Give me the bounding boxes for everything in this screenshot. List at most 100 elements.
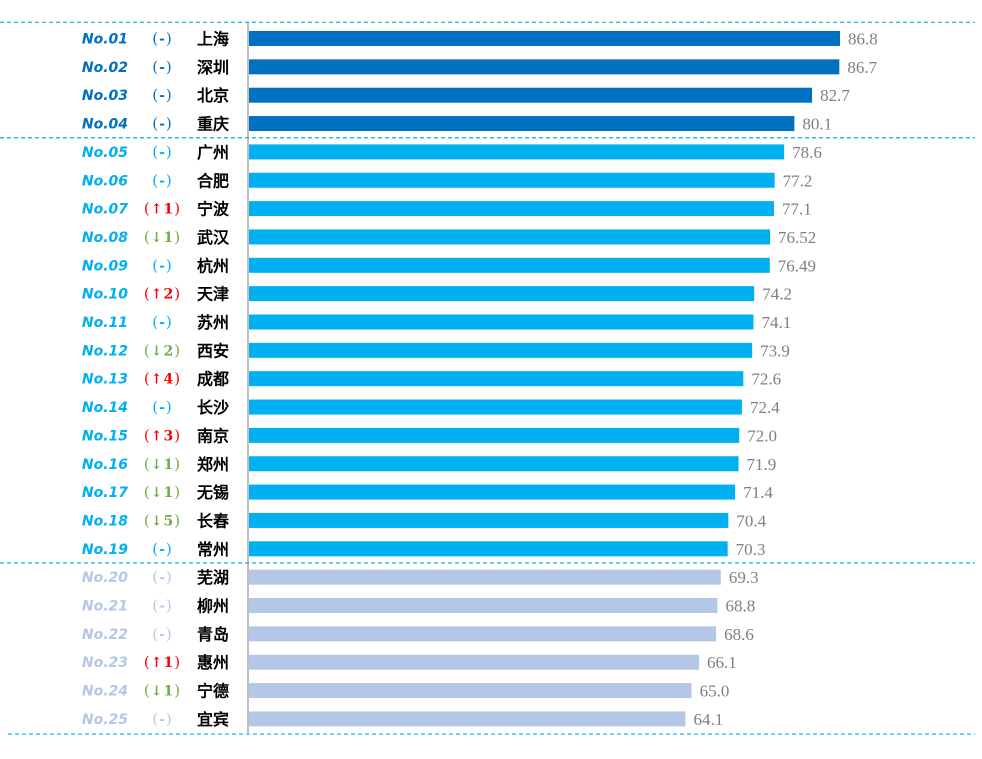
change-value: - — [159, 173, 165, 189]
city-label: 广州 — [197, 143, 229, 162]
value-label: 76.49 — [778, 256, 816, 275]
change-open-paren: ( — [144, 455, 150, 473]
table-row: No.03 (-) 北京 82.7 — [82, 86, 850, 105]
change-open-paren: ( — [152, 710, 158, 728]
table-row: No.23 (↑1) 惠州 66.1 — [82, 653, 737, 672]
change-value: 1 — [163, 655, 173, 671]
rank-label: No.25 — [82, 712, 128, 728]
bar — [249, 598, 718, 613]
rank-change-indicator: (-) — [152, 58, 172, 76]
rank-change-indicator: (↓1) — [144, 455, 180, 473]
rank-change-indicator: (↑3) — [144, 426, 180, 444]
change-value: 4 — [163, 372, 173, 388]
rank-label: No.24 — [82, 684, 128, 700]
city-label: 西安 — [197, 341, 229, 360]
tier-separators — [0, 21, 975, 735]
bar — [249, 484, 736, 500]
change-open-paren: ( — [144, 228, 150, 246]
bar — [249, 201, 774, 217]
value-label: 66.1 — [707, 653, 737, 672]
value-label: 70.3 — [736, 540, 766, 559]
change-value: - — [159, 60, 165, 76]
value-label: 77.2 — [783, 171, 813, 190]
change-open-paren: ( — [152, 597, 158, 615]
change-open-paren: ( — [152, 540, 158, 558]
city-label: 宁德 — [197, 682, 229, 701]
rank-label: No.18 — [82, 513, 128, 529]
value-label: 64.1 — [693, 710, 723, 729]
arrow-down-icon: ↓ — [151, 457, 163, 473]
change-open-paren: ( — [144, 285, 150, 303]
city-label: 长沙 — [197, 398, 229, 417]
change-open-paren: ( — [152, 115, 158, 133]
arrow-up-icon: ↑ — [151, 287, 163, 303]
value-label: 86.7 — [847, 58, 877, 77]
change-value: 1 — [163, 457, 173, 473]
change-value: 1 — [163, 684, 173, 700]
value-label: 73.9 — [760, 341, 790, 360]
table-row: No.25 (-) 宜宾 64.1 — [82, 710, 723, 729]
value-label: 74.1 — [762, 313, 792, 332]
change-value: - — [159, 400, 165, 416]
rank-label: No.06 — [82, 173, 128, 189]
change-close-paren: ) — [166, 710, 172, 728]
rank-label: No.09 — [82, 258, 128, 274]
rank-change-indicator: (-) — [152, 115, 172, 133]
change-value: 1 — [163, 202, 173, 218]
bar — [249, 541, 728, 557]
bar — [249, 683, 692, 699]
arrow-down-icon: ↓ — [151, 684, 163, 700]
table-row: No.14 (-) 长沙 72.4 — [82, 398, 780, 417]
change-close-paren: ) — [166, 398, 172, 416]
change-open-paren: ( — [152, 313, 158, 331]
value-label: 68.8 — [725, 597, 755, 616]
city-label: 天津 — [197, 285, 229, 304]
bar — [249, 286, 755, 302]
change-close-paren: ) — [166, 143, 172, 161]
bar — [249, 512, 729, 528]
bar — [249, 116, 795, 132]
rank-label: No.15 — [82, 428, 128, 444]
bar — [249, 342, 753, 358]
city-label: 苏州 — [197, 313, 229, 332]
change-open-paren: ( — [144, 341, 150, 359]
change-close-paren: ) — [174, 511, 180, 529]
bar — [249, 59, 840, 75]
rank-label: No.16 — [82, 457, 128, 473]
value-label: 68.6 — [724, 625, 754, 644]
city-label: 南京 — [197, 426, 229, 445]
rank-change-indicator: (-) — [152, 171, 172, 189]
change-open-paren: ( — [144, 653, 150, 671]
rank-label: No.01 — [82, 32, 128, 48]
value-label: 72.4 — [750, 398, 780, 417]
change-value: 1 — [163, 230, 173, 246]
bar — [249, 654, 700, 670]
table-row: No.01 (-) 上海 86.8 — [82, 30, 878, 49]
city-label: 郑州 — [197, 455, 229, 474]
rank-change-indicator: (↓1) — [144, 483, 180, 501]
change-close-paren: ) — [166, 86, 172, 104]
change-open-paren: ( — [152, 30, 158, 48]
city-label: 武汉 — [197, 228, 230, 247]
table-row: No.19 (-) 常州 70.3 — [82, 540, 766, 559]
rank-change-indicator: (↑1) — [144, 653, 180, 671]
value-label: 70.4 — [736, 511, 766, 530]
rank-label: No.20 — [82, 570, 128, 586]
rank-label: No.02 — [82, 60, 128, 76]
rank-label: No.13 — [82, 372, 128, 388]
table-row: No.21 (-) 柳州 68.8 — [82, 597, 755, 616]
change-close-paren: ) — [166, 115, 172, 133]
rank-change-indicator: (-) — [152, 540, 172, 558]
change-value: - — [159, 627, 165, 643]
value-label: 69.3 — [729, 568, 759, 587]
rank-label: No.23 — [82, 655, 128, 671]
value-label: 82.7 — [820, 86, 850, 105]
bar — [249, 172, 775, 188]
table-row: No.02 (-) 深圳 86.7 — [82, 58, 878, 77]
table-row: No.13 (↑4) 成都 72.6 — [82, 370, 781, 389]
rank-label: No.21 — [82, 599, 128, 615]
change-close-paren: ) — [166, 30, 172, 48]
value-label: 86.8 — [848, 30, 878, 49]
change-close-paren: ) — [174, 341, 180, 359]
